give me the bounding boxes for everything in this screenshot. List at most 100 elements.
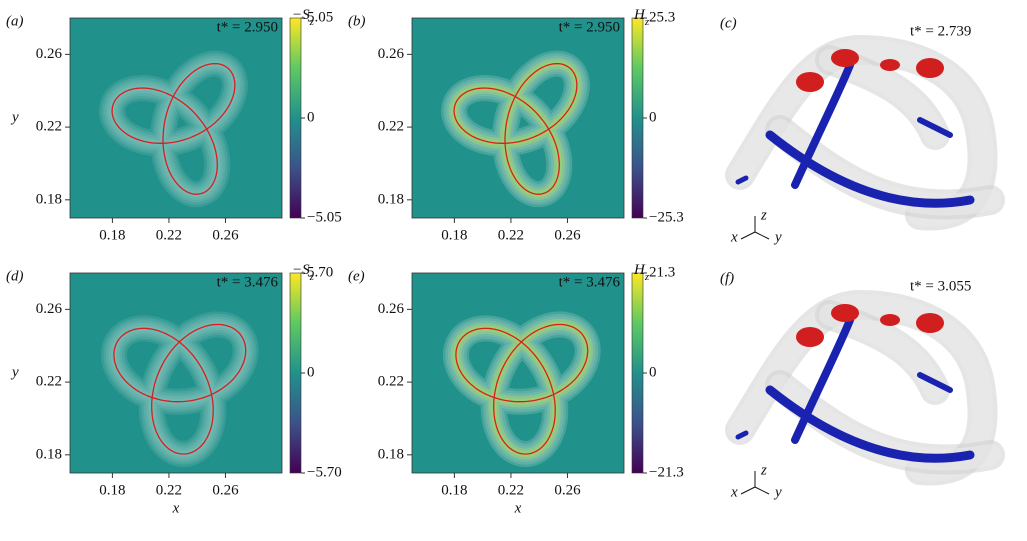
blue-structure <box>765 130 975 208</box>
panel-label: (b) <box>348 13 366 29</box>
colorbar-tick-label: 21.3 <box>649 264 675 280</box>
y-tick-label: 0.22 <box>378 374 404 390</box>
y-tick-label: 0.22 <box>36 119 62 135</box>
vortex-core <box>113 323 247 455</box>
red-structure <box>916 58 944 78</box>
y-axis-label: y <box>10 364 19 380</box>
x-tick-label: 0.18 <box>99 227 125 243</box>
triad-label: z <box>760 462 767 478</box>
panel-label: (d) <box>6 268 24 284</box>
vortex-core <box>111 62 236 195</box>
x-tick-label: 0.26 <box>212 227 239 243</box>
time-label: t* = 2.950 <box>559 19 620 35</box>
colorbar-subscript: z <box>644 271 650 283</box>
colorbar-tick-label: 0 <box>307 364 315 380</box>
panel-label: (c) <box>720 15 737 31</box>
colorbar-label: Hz <box>633 7 650 27</box>
colorbar-symbol: H <box>633 7 646 23</box>
contour-field <box>99 50 248 208</box>
vortex-core <box>453 62 578 195</box>
blue-structure <box>917 372 953 393</box>
y-tick-label: 0.22 <box>378 119 404 135</box>
colorbar-tick-label: −5.70 <box>307 464 342 480</box>
colorbar <box>289 17 302 219</box>
plot-background <box>70 273 282 473</box>
triad-label: x <box>730 229 738 245</box>
y-axis-label: y <box>10 109 19 125</box>
panel-label: (f) <box>720 270 734 286</box>
colorbar-symbol: −S <box>292 262 310 278</box>
x-axis-label: x <box>514 500 522 516</box>
time-label: t* = 3.476 <box>559 274 621 290</box>
colorbar-subscript: z <box>309 271 315 283</box>
y-tick-label: 0.26 <box>378 301 405 317</box>
contour-field <box>442 311 601 467</box>
panel-label: (e) <box>348 268 365 284</box>
colorbar-tick-label: 5.05 <box>307 9 333 25</box>
plot-background <box>412 18 624 218</box>
colorbar-tick-label: −25.3 <box>649 209 684 225</box>
y-tick-label: 0.18 <box>36 446 62 462</box>
x-tick-label: 0.18 <box>441 482 467 498</box>
time-label: t* = 3.055 <box>910 278 971 294</box>
red-structure <box>796 72 824 92</box>
colorbar-tick-label: 0 <box>649 364 657 380</box>
colorbar-label: Hz <box>633 262 650 282</box>
plot-frame <box>411 17 625 219</box>
red-structure <box>831 49 859 67</box>
plot-frame <box>411 272 625 474</box>
colorbar-tick-label: 5.70 <box>307 264 333 280</box>
plot-background <box>70 18 282 218</box>
triad-label: x <box>730 484 738 500</box>
triad-label: z <box>760 207 767 223</box>
blue-structure <box>735 175 749 185</box>
colorbar-subscript: z <box>309 16 315 28</box>
colorbar-tick-label: 0 <box>307 109 315 125</box>
colorbar-symbol: −S <box>292 7 310 23</box>
triad-axis <box>740 486 756 495</box>
x-axis-label: x <box>172 500 180 516</box>
triad-axis <box>754 486 770 495</box>
y-tick-label: 0.26 <box>36 46 63 62</box>
x-tick-label: 0.26 <box>212 482 239 498</box>
y-tick-label: 0.18 <box>36 191 62 207</box>
plot-background <box>412 273 624 473</box>
colorbar-label: −Sz <box>292 262 315 282</box>
isosurface-render <box>725 289 1005 486</box>
colorbar-symbol: H <box>633 262 646 278</box>
x-tick-label: 0.22 <box>498 482 524 498</box>
x-tick-label: 0.18 <box>441 227 467 243</box>
red-structure <box>796 327 824 347</box>
x-tick-label: 0.26 <box>554 482 581 498</box>
blue-structure <box>917 117 953 138</box>
triad-axis <box>740 231 756 240</box>
colorbar <box>631 272 644 474</box>
colorbar <box>631 17 644 219</box>
red-structure <box>831 304 859 322</box>
x-tick-label: 0.18 <box>99 482 125 498</box>
colorbar-subscript: z <box>644 16 650 28</box>
colorbar-tick-label: 25.3 <box>649 9 675 25</box>
panel-label: (a) <box>6 13 24 29</box>
plot-frame <box>69 17 283 219</box>
red-structure <box>880 59 900 71</box>
y-tick-label: 0.18 <box>378 446 404 462</box>
triad-axis <box>754 231 770 240</box>
contour-field <box>100 311 259 467</box>
blue-structure <box>735 430 749 440</box>
time-label: t* = 2.739 <box>910 23 971 39</box>
colorbar-tick-label: 0 <box>649 109 657 125</box>
x-tick-label: 0.22 <box>498 227 524 243</box>
colorbar-tick-label: −21.3 <box>649 464 684 480</box>
colorbar-label: −Sz <box>292 7 315 27</box>
time-label: t* = 2.950 <box>217 19 278 35</box>
y-tick-label: 0.26 <box>378 46 405 62</box>
triad-label: y <box>773 229 782 245</box>
x-tick-label: 0.22 <box>156 482 182 498</box>
isosurface-render <box>725 34 1005 231</box>
time-label: t* = 3.476 <box>217 274 279 290</box>
colorbar-tick-label: −5.05 <box>307 209 342 225</box>
colorbar <box>289 272 302 474</box>
red-structure <box>880 314 900 326</box>
